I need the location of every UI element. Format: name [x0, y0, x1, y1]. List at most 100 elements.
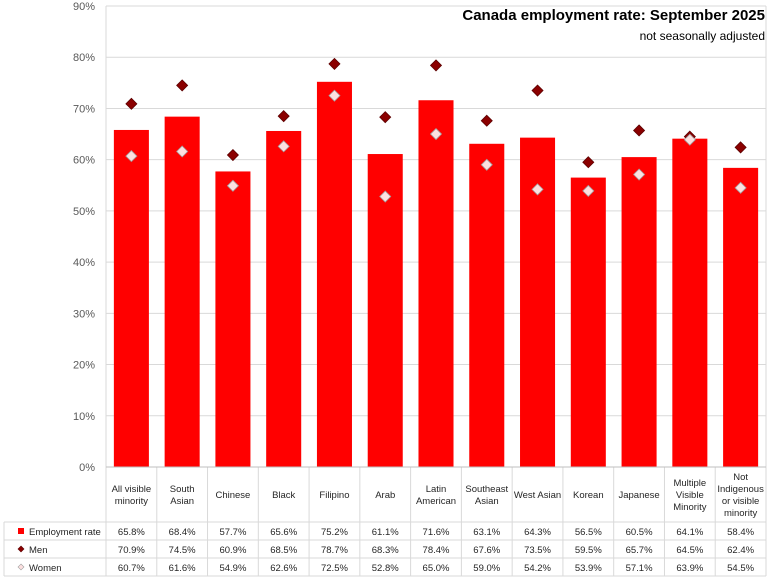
marker-men [429, 59, 443, 72]
bar-layer [113, 81, 759, 468]
data-label: 59.5% [575, 545, 602, 556]
marker-women [176, 145, 189, 158]
category-label: or visible [722, 496, 760, 507]
y-tick-label: 10% [73, 411, 95, 423]
chart-title: Canada employment rate: September 2025 [462, 7, 765, 24]
category-label: Visible [676, 490, 704, 501]
marker-layer [125, 57, 747, 203]
marker-men [328, 57, 341, 70]
category-label: Asian [475, 496, 499, 507]
marker-women [531, 183, 544, 196]
category-label: West Asian [514, 490, 561, 501]
marker-men [734, 141, 747, 154]
marker-men [277, 110, 290, 123]
category-label: Black [272, 490, 295, 501]
y-tick-label: 60% [73, 155, 95, 167]
bar-employment-rate [113, 129, 149, 468]
data-label: 64.5% [676, 545, 703, 556]
marker-women [125, 150, 138, 163]
data-label: 57.1% [626, 563, 653, 574]
legend-key-men [17, 545, 25, 553]
marker-women [429, 127, 443, 141]
y-tick-label: 40% [73, 257, 95, 269]
marker-women [582, 184, 595, 197]
category-label: minority [724, 508, 758, 519]
category-label: Not [733, 472, 748, 483]
bar-employment-rate [418, 100, 454, 467]
data-label: 56.5% [575, 527, 602, 538]
data-label: 53.9% [575, 563, 602, 574]
category-label: Asian [170, 496, 194, 507]
data-label: 54.5% [727, 563, 754, 574]
y-tick-label: 20% [73, 360, 95, 372]
category-label: Korean [573, 490, 604, 501]
marker-women [328, 89, 341, 102]
data-label: 68.5% [270, 545, 297, 556]
marker-women [734, 181, 747, 194]
marker-men [633, 124, 646, 137]
marker-women [480, 158, 493, 171]
data-label: 62.4% [727, 545, 754, 556]
y-tick-label: 50% [73, 206, 95, 218]
marker-men [176, 79, 189, 92]
category-label: Chinese [215, 490, 250, 501]
data-label: 54.9% [219, 563, 246, 574]
marker-men [226, 148, 239, 162]
data-label: 78.7% [321, 545, 348, 556]
y-tick-label: 70% [73, 103, 95, 115]
bar-employment-rate [215, 171, 251, 467]
data-label: 61.6% [169, 563, 196, 574]
marker-women [633, 168, 646, 181]
category-label: Filipino [319, 490, 349, 501]
marker-women [277, 140, 290, 153]
data-label: 64.1% [676, 527, 703, 538]
bar-employment-rate [672, 138, 708, 467]
axis-layer: 0% 10% 20% 30% 40% 50% 60% 70% 80% 90% [73, 1, 95, 474]
legend-key-employment-rate [18, 528, 24, 534]
data-label: 60.7% [118, 563, 145, 574]
data-label: 74.5% [169, 545, 196, 556]
legend-label: Employment rate [29, 527, 101, 538]
data-label: 67.6% [473, 545, 500, 556]
category-label: Arab [375, 490, 395, 501]
bar-employment-rate [164, 116, 200, 467]
category-label: Southeast [465, 484, 508, 495]
bar-employment-rate [570, 177, 606, 467]
category-label: American [416, 496, 456, 507]
y-tick-label: 90% [73, 1, 95, 13]
category-label: Multiple [673, 478, 706, 489]
data-label: 78.4% [423, 545, 450, 556]
category-label: Indigenous [717, 484, 764, 495]
legend-label: Men [29, 545, 47, 556]
data-label: 54.2% [524, 563, 551, 574]
bar-employment-rate [316, 81, 352, 467]
y-tick-label: 0% [79, 462, 95, 474]
category-label: South [170, 484, 195, 495]
data-label: 65.7% [626, 545, 653, 556]
data-label: 70.9% [118, 545, 145, 556]
data-label: 63.1% [473, 527, 500, 538]
data-label: 52.8% [372, 563, 399, 574]
bar-employment-rate [367, 154, 403, 467]
data-label: 72.5% [321, 563, 348, 574]
category-label: Minority [673, 502, 707, 513]
data-label: 60.5% [626, 527, 653, 538]
bar-employment-rate [469, 143, 505, 467]
marker-women [683, 133, 696, 146]
data-label: 65.8% [118, 527, 145, 538]
marker-men [531, 84, 544, 97]
data-label: 61.1% [372, 527, 399, 538]
marker-men [125, 97, 138, 110]
bar-employment-rate [723, 167, 759, 467]
data-label: 65.0% [423, 563, 450, 574]
data-label: 73.5% [524, 545, 551, 556]
data-label: 71.6% [423, 527, 450, 538]
data-label: 59.0% [473, 563, 500, 574]
category-label: All visible [112, 484, 152, 495]
y-tick-label: 80% [73, 52, 95, 64]
data-label: 57.7% [219, 527, 246, 538]
category-label: minority [115, 496, 149, 507]
